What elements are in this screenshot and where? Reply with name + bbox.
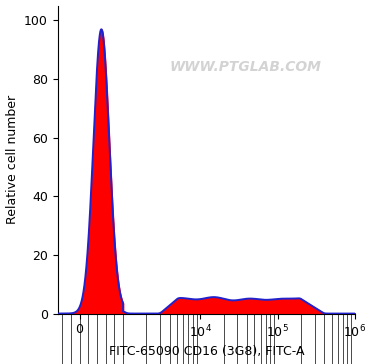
- Text: WWW.PTGLAB.COM: WWW.PTGLAB.COM: [169, 60, 321, 74]
- X-axis label: FITC-65090 CD16 (3G8), FITC-A: FITC-65090 CD16 (3G8), FITC-A: [109, 345, 304, 359]
- Y-axis label: Relative cell number: Relative cell number: [6, 95, 19, 224]
